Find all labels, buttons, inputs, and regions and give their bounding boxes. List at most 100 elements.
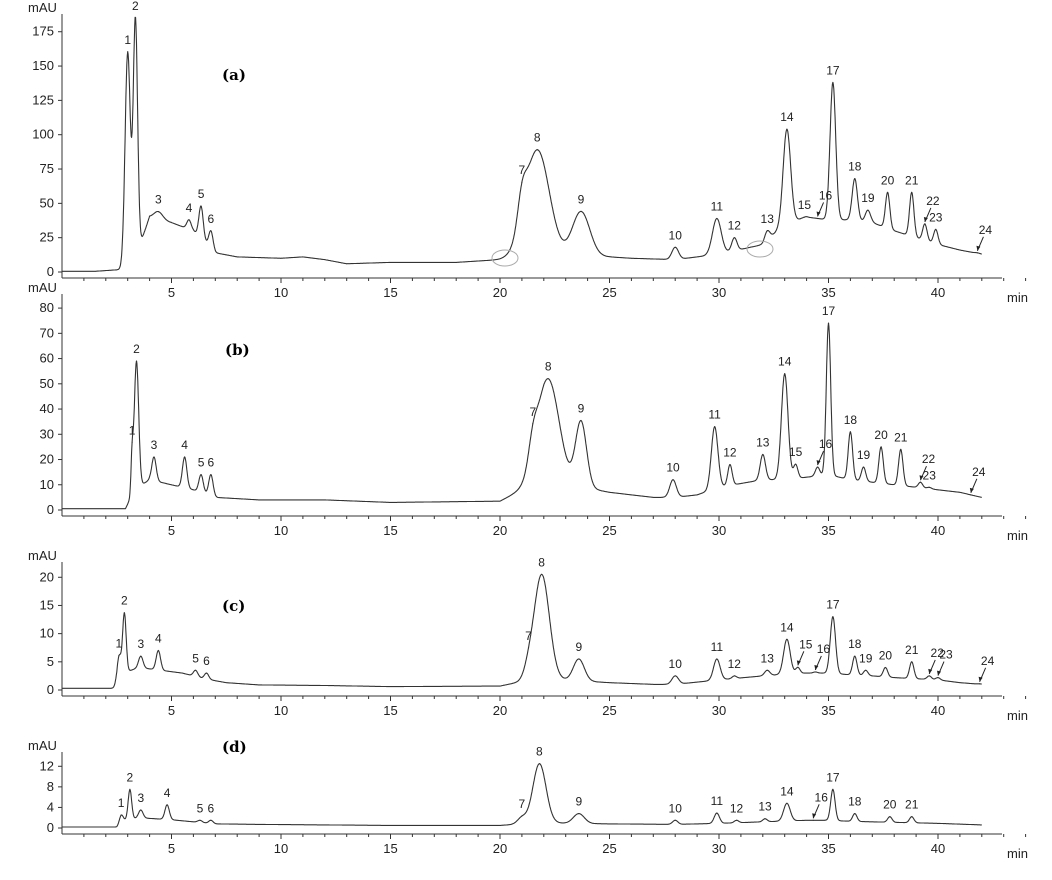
peak-apex — [580, 210, 582, 212]
y-unit-label: mAU — [28, 738, 57, 753]
chromatogram-trace — [61, 763, 982, 828]
y-tick-label: 4 — [47, 799, 54, 814]
peak-label: 14 — [780, 110, 794, 124]
peak-label: 7 — [529, 405, 536, 419]
peak-label: 15 — [798, 198, 812, 212]
y-unit-label: mAU — [28, 280, 57, 295]
peak-apex — [157, 211, 159, 213]
peak-arrowhead — [816, 211, 821, 217]
x-tick-label: 25 — [602, 703, 616, 718]
x-tick-label: 5 — [168, 841, 175, 856]
x-unit-label: min — [1007, 708, 1028, 723]
peak-label: 7 — [519, 797, 526, 811]
peak-apex — [900, 448, 902, 450]
x-tick-label: 35 — [821, 841, 835, 856]
peak-apex — [200, 474, 202, 476]
peak-apex — [786, 128, 788, 130]
peak-apex — [538, 763, 541, 765]
peak-label: 8 — [536, 745, 543, 759]
peak-apex — [527, 647, 530, 649]
peak-apex — [188, 219, 190, 221]
x-tick-label: 30 — [712, 523, 726, 538]
peak-label: 13 — [758, 800, 772, 814]
peak-apex — [924, 223, 926, 225]
peak-apex — [766, 669, 768, 671]
peak-label: 21 — [905, 798, 919, 812]
x-tick-label: 30 — [712, 285, 726, 300]
peak-label: 12 — [728, 657, 742, 671]
peak-arrowhead — [978, 676, 983, 682]
peak-apex — [123, 612, 125, 614]
peak-label: 21 — [905, 173, 919, 187]
peak-label: 3 — [151, 438, 158, 452]
peak-label: 22 — [922, 452, 936, 466]
peak-label: 13 — [756, 436, 770, 450]
peak-arrowhead — [969, 487, 974, 493]
y-tick-label: 40 — [40, 401, 54, 416]
peak-label: 20 — [881, 173, 895, 187]
y-tick-label: 20 — [40, 569, 54, 584]
peak-apex — [762, 453, 764, 456]
x-tick-label: 35 — [821, 523, 835, 538]
peak-label: 21 — [905, 643, 919, 657]
peak-apex — [199, 819, 201, 821]
peak-apex — [521, 815, 523, 817]
x-tick-label: 30 — [712, 841, 726, 856]
x-tick-label: 5 — [168, 285, 175, 300]
peak-label: 23 — [923, 468, 937, 482]
peak-label: 8 — [538, 555, 545, 569]
peak-apex — [578, 813, 580, 815]
peak-label: 15 — [789, 445, 803, 459]
peak-arrowhead — [812, 813, 817, 819]
x-tick-label: 5 — [168, 703, 175, 718]
panel-label: (c) — [222, 597, 245, 615]
peak-apex — [131, 441, 133, 443]
x-tick-label: 15 — [383, 841, 397, 856]
peak-apex — [827, 322, 830, 324]
peak-label: 1 — [118, 796, 125, 810]
peak-apex — [784, 373, 786, 375]
peak-label: 14 — [780, 784, 794, 798]
peak-label: 10 — [666, 461, 680, 475]
peak-apex — [854, 813, 856, 815]
peak-apex — [976, 252, 979, 254]
x-tick-label: 10 — [274, 523, 288, 538]
x-tick-label: 40 — [931, 703, 945, 718]
y-tick-label: 8 — [47, 779, 54, 794]
peak-apex — [867, 209, 869, 211]
peak-apex — [210, 474, 212, 476]
peak-apex — [135, 360, 138, 362]
peak-apex — [674, 675, 676, 677]
peak-apex — [764, 818, 766, 820]
peak-apex — [184, 456, 186, 458]
peak-label: 19 — [857, 448, 871, 462]
y-tick-label: 175 — [32, 24, 54, 39]
peak-apex — [205, 672, 208, 674]
peak-apex — [716, 658, 718, 660]
peak-label: 11 — [711, 640, 724, 654]
peak-apex — [832, 616, 834, 618]
peak-label: 16 — [819, 437, 833, 451]
peak-label: 6 — [208, 212, 215, 226]
peak-arrowhead — [937, 670, 941, 676]
x-tick-label: 10 — [274, 841, 288, 856]
peak-label: 24 — [979, 223, 993, 237]
x-tick-label: 35 — [821, 703, 835, 718]
peak-apex — [120, 814, 122, 816]
peak-apex — [889, 816, 891, 818]
peak-apex — [928, 486, 930, 488]
peak-apex — [797, 666, 799, 668]
peak-label: 5 — [192, 651, 199, 665]
peak-apex — [937, 677, 939, 679]
y-unit-label: mAU — [28, 548, 57, 563]
peak-apex — [674, 246, 676, 248]
peak-label: 4 — [164, 786, 171, 800]
x-tick-label: 20 — [493, 841, 507, 856]
peak-label: 10 — [669, 228, 683, 242]
peak-label: 1 — [116, 637, 123, 651]
y-tick-label: 80 — [40, 300, 54, 315]
x-tick-label: 10 — [274, 285, 288, 300]
peak-apex — [884, 666, 887, 669]
peak-label: 11 — [711, 794, 724, 808]
